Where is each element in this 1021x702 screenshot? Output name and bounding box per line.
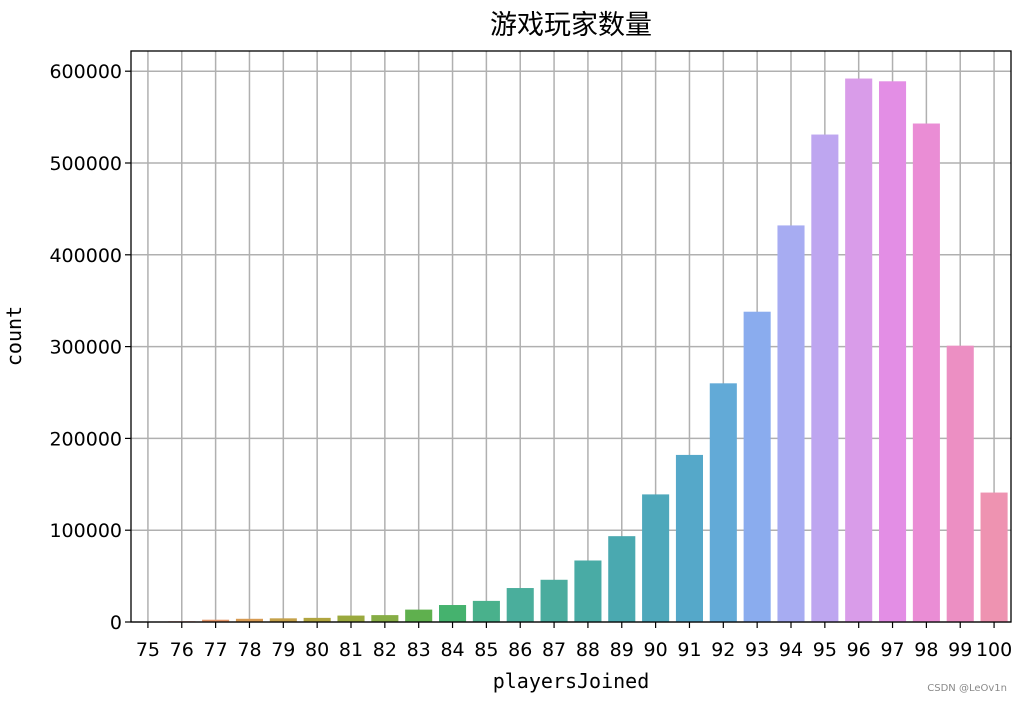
bar-77 [202, 619, 230, 622]
y-axis-label: count [2, 306, 26, 366]
y-tick-label: 300000 [49, 337, 122, 359]
x-tick-label: 84 [440, 639, 464, 661]
bar-85 [472, 600, 500, 622]
x-tick-label: 77 [204, 639, 228, 661]
plot-frame [130, 50, 1012, 623]
y-tick-label: 100000 [49, 520, 122, 542]
x-tick-label: 76 [170, 639, 194, 661]
bar-90 [642, 494, 670, 622]
bar-95 [811, 134, 839, 623]
bars [134, 78, 1008, 623]
x-axis-label: playersJoined [493, 669, 650, 693]
x-tick-label: 96 [847, 639, 871, 661]
y-axis-ticks: 0 100000 200000 300000 400000 500000 600000 [49, 61, 131, 634]
bar-84 [439, 605, 467, 622]
bar-92 [709, 383, 737, 622]
bar-93 [743, 311, 771, 622]
bar-96 [845, 78, 873, 623]
x-tick-label: 81 [339, 639, 363, 661]
x-tick-label: 99 [948, 639, 972, 661]
x-tick-label: 93 [745, 639, 769, 661]
x-tick-label: 89 [610, 639, 634, 661]
bar-78 [235, 618, 263, 622]
bar-98 [912, 123, 940, 622]
bar-86 [506, 588, 534, 622]
y-tick-label: 600000 [49, 61, 122, 83]
bar-88 [574, 560, 602, 622]
bar-82 [371, 615, 399, 622]
y-tick-label: 200000 [49, 428, 122, 450]
y-tick-label: 0 [110, 612, 122, 634]
x-tick-label: 79 [271, 639, 295, 661]
x-tick-label: 88 [576, 639, 600, 661]
x-tick-label: 91 [677, 639, 701, 661]
x-tick-label: 80 [305, 639, 329, 661]
bar-97 [879, 81, 907, 623]
x-tick-label: 100 [976, 639, 1012, 661]
bar-91 [675, 454, 703, 622]
x-tick-label: 78 [237, 639, 261, 661]
y-tick-label: 400000 [49, 245, 122, 267]
chart-title: 游戏玩家数量 [490, 10, 652, 41]
bar-87 [540, 579, 568, 622]
bar-83 [405, 609, 433, 622]
watermark: CSDN @LeOv1n [927, 683, 1007, 694]
x-tick-label: 75 [136, 639, 160, 661]
x-tick-label: 85 [474, 639, 498, 661]
x-tick-label: 86 [508, 639, 532, 661]
bar-94 [777, 225, 805, 623]
bar-99 [946, 345, 974, 622]
x-tick-label: 83 [407, 639, 431, 661]
x-tick-label: 90 [644, 639, 668, 661]
bar-100 [980, 492, 1008, 622]
x-axis-ticks: 75 76 77 78 79 80 81 82 83 84 85 86 87 88 89 90 91 92 93 94… [136, 622, 1012, 661]
bar-80 [303, 617, 331, 622]
x-tick-label: 97 [880, 639, 904, 661]
x-tick-label: 98 [914, 639, 938, 661]
x-tick-label: 87 [542, 639, 566, 661]
y-tick-label: 500000 [49, 153, 122, 175]
x-tick-label: 95 [813, 639, 837, 661]
x-tick-label: 94 [779, 639, 803, 661]
x-tick-label: 92 [711, 639, 735, 661]
bar-89 [608, 536, 636, 622]
x-tick-label: 82 [373, 639, 397, 661]
bar-81 [337, 615, 365, 622]
bar-79 [269, 618, 297, 622]
